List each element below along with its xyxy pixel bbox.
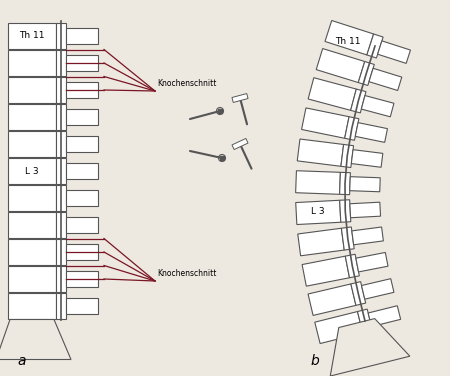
Polygon shape (316, 49, 365, 83)
Text: Th 11: Th 11 (335, 38, 361, 47)
Bar (56, 50, 66, 76)
Bar (8, 266, 56, 292)
Polygon shape (345, 254, 359, 278)
Bar (56, 185, 66, 211)
Polygon shape (367, 34, 383, 58)
Bar (56, 212, 66, 238)
Bar (8, 23, 56, 49)
Text: b: b (310, 354, 320, 368)
Polygon shape (378, 41, 410, 64)
Polygon shape (0, 320, 71, 359)
Bar (56, 158, 66, 184)
Polygon shape (325, 21, 374, 55)
Polygon shape (361, 96, 394, 117)
Polygon shape (351, 150, 383, 167)
Polygon shape (341, 144, 354, 168)
Bar (8, 185, 56, 211)
Bar (66, 217, 98, 233)
Polygon shape (345, 117, 359, 140)
Polygon shape (298, 228, 344, 256)
Polygon shape (352, 227, 383, 245)
Polygon shape (330, 318, 410, 376)
Bar (66, 298, 98, 314)
Polygon shape (357, 309, 373, 333)
Text: Th 11: Th 11 (19, 32, 45, 41)
Polygon shape (302, 108, 349, 138)
Bar (56, 77, 66, 103)
Polygon shape (369, 68, 402, 91)
Bar (8, 50, 56, 76)
Polygon shape (315, 312, 363, 344)
Text: L 3: L 3 (25, 167, 39, 176)
Bar (8, 104, 56, 130)
Bar (8, 293, 56, 319)
Bar (66, 82, 98, 98)
Polygon shape (351, 89, 366, 113)
Bar (56, 293, 66, 319)
Polygon shape (350, 177, 380, 192)
Bar (56, 266, 66, 292)
Polygon shape (232, 138, 248, 150)
Bar (66, 55, 98, 71)
Polygon shape (350, 202, 381, 218)
Bar (8, 77, 56, 103)
Polygon shape (340, 172, 351, 195)
Polygon shape (361, 279, 394, 299)
Bar (8, 131, 56, 157)
Text: Knochenschnitt: Knochenschnitt (157, 79, 216, 88)
Polygon shape (340, 200, 351, 222)
Polygon shape (368, 306, 400, 327)
Polygon shape (342, 227, 354, 250)
Polygon shape (358, 62, 374, 85)
Bar (8, 158, 56, 184)
Polygon shape (356, 252, 388, 272)
Polygon shape (308, 284, 356, 315)
Bar (66, 190, 98, 206)
Bar (66, 28, 98, 44)
Polygon shape (297, 139, 344, 166)
Bar (66, 136, 98, 152)
Text: Knochenschnitt: Knochenschnitt (157, 269, 216, 278)
Bar (66, 244, 98, 260)
Polygon shape (296, 171, 340, 194)
Text: L 3: L 3 (311, 206, 325, 215)
Polygon shape (351, 282, 366, 305)
Bar (66, 271, 98, 287)
Bar (8, 239, 56, 265)
Bar (56, 104, 66, 130)
Bar (56, 239, 66, 265)
Bar (56, 131, 66, 157)
Bar (56, 23, 66, 49)
Text: a: a (18, 354, 26, 368)
Polygon shape (232, 94, 248, 102)
Polygon shape (308, 78, 356, 110)
Polygon shape (355, 123, 387, 143)
Bar (66, 163, 98, 179)
Bar (8, 212, 56, 238)
Polygon shape (296, 200, 341, 224)
Polygon shape (302, 256, 350, 286)
Bar (66, 109, 98, 125)
